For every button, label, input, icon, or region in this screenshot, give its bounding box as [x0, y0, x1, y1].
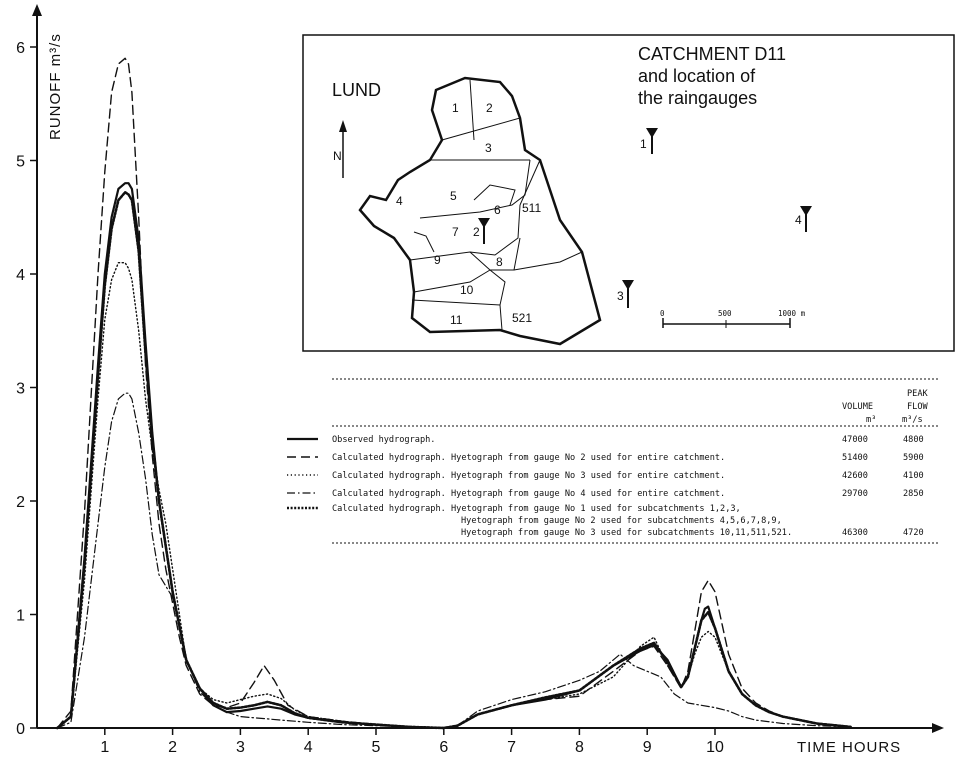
curve-combined [56, 191, 852, 730]
subcatchment-label: 511 [522, 201, 541, 215]
x-tick-label: 5 [372, 739, 381, 756]
legend-label: Calculated hydrograph. Hyetograph from g… [332, 471, 725, 481]
subcatchment-label: 8 [496, 255, 503, 269]
legend-volume: 47000 [842, 435, 868, 445]
x-tick-label: 10 [706, 739, 724, 756]
subcatchment-label: 11 [450, 313, 463, 327]
legend-volume: 29700 [842, 489, 868, 499]
x-axis-arrow [932, 723, 944, 733]
catchment-outline [358, 76, 602, 346]
curves [56, 57, 852, 730]
legend-label: Calculated hydrograph. Hyetograph from g… [332, 504, 792, 538]
svg-text:1: 1 [640, 137, 647, 151]
scale-label: 1000 m [778, 309, 806, 318]
legend-volume: 42600 [842, 471, 868, 481]
north-label: N [333, 149, 342, 163]
y-axis-title: RUNOFF m³/s [47, 33, 64, 140]
svg-text:2: 2 [473, 225, 480, 239]
y-axis-arrow [32, 4, 42, 16]
subcatchment-label: 4 [396, 194, 403, 208]
x-tick-label: 8 [575, 739, 584, 756]
map-title-line2: and location of [638, 66, 756, 86]
subcatchment-label: 1 [452, 101, 459, 115]
axes [32, 4, 944, 733]
subcatchment-label: 9 [434, 253, 441, 267]
x-tick-label: 9 [643, 739, 652, 756]
raingauge-4-icon: 4 [795, 206, 812, 232]
legend-peak: 4100 [903, 471, 924, 481]
curve-gauge4 [56, 392, 852, 729]
legend-peak: 2850 [903, 489, 924, 499]
raingauge-markers: 1 2 3 4 [473, 128, 812, 308]
x-tick-label: 2 [168, 739, 177, 756]
map-city-label: LUND [332, 80, 381, 100]
x-tick-label: 6 [439, 739, 448, 756]
y-tick-label: 0 [16, 721, 25, 738]
raingauge-2-icon: 2 [473, 218, 490, 244]
legend-header-peak-unit: m³/s [902, 415, 923, 425]
raingauge-1-icon: 1 [640, 128, 658, 154]
subcatchment-labels: 1 2 3 4 5 6 7 8 9 10 11 511 521 [396, 101, 541, 327]
legend-label: Calculated hydrograph. Hyetograph from g… [332, 453, 725, 463]
map-title-line1: CATCHMENT D11 [638, 44, 786, 64]
y-tick-label: 1 [16, 608, 25, 625]
x-tick-label: 4 [304, 739, 313, 756]
legend-header-volume: VOLUME [842, 402, 873, 412]
x-tick-label: 1 [100, 739, 109, 756]
subcatchment-boundaries [409, 79, 583, 331]
legend-peak: 5900 [903, 453, 924, 463]
x-tick-label: 7 [507, 739, 516, 756]
scale-bar: 0 500 1000 m [660, 309, 806, 328]
legend-peak: 4800 [903, 435, 924, 445]
legend-header-volume-unit: m³ [866, 415, 876, 425]
scale-label: 500 [718, 309, 732, 318]
subcatchment-label: 2 [486, 101, 493, 115]
legend-peak: 4720 [903, 528, 924, 538]
catchment-map: CATCHMENT D11 and location of the rainga… [302, 34, 955, 352]
curve-gauge2 [56, 57, 852, 729]
x-tick-label: 3 [236, 739, 245, 756]
legend-volume: 46300 [842, 528, 868, 538]
legend-label: Observed hydrograph. [332, 435, 435, 445]
legend: VOLUME m³ PEAK FLOW m³/s Observed hydrog… [287, 378, 940, 544]
svg-text:4: 4 [795, 213, 802, 227]
y-tick-label: 2 [16, 494, 25, 511]
y-tick-label: 6 [16, 40, 25, 57]
raingauge-3-icon: 3 [617, 280, 634, 308]
legend-header-flow: FLOW [907, 402, 929, 412]
legend-header-peak: PEAK [907, 389, 929, 399]
subcatchment-label: 6 [494, 203, 501, 217]
svg-text:3: 3 [617, 289, 624, 303]
scale-label: 0 [660, 309, 665, 318]
subcatchment-label: 3 [485, 141, 492, 155]
subcatchment-label: 10 [460, 283, 474, 297]
subcatchment-label: 7 [452, 225, 459, 239]
x-axis-title: TIME HOURS [797, 739, 901, 756]
subcatchment-label: 521 [512, 311, 532, 325]
y-tick-label: 4 [16, 267, 25, 284]
subcatchment-label: 5 [450, 189, 457, 203]
y-tick-label: 5 [16, 154, 25, 171]
y-tick-label: 3 [16, 381, 25, 398]
legend-label: Calculated hydrograph. Hyetograph from g… [332, 489, 725, 499]
legend-volume: 51400 [842, 453, 868, 463]
map-title-line3: the raingauges [638, 88, 757, 108]
north-arrow-icon: N [333, 120, 347, 178]
